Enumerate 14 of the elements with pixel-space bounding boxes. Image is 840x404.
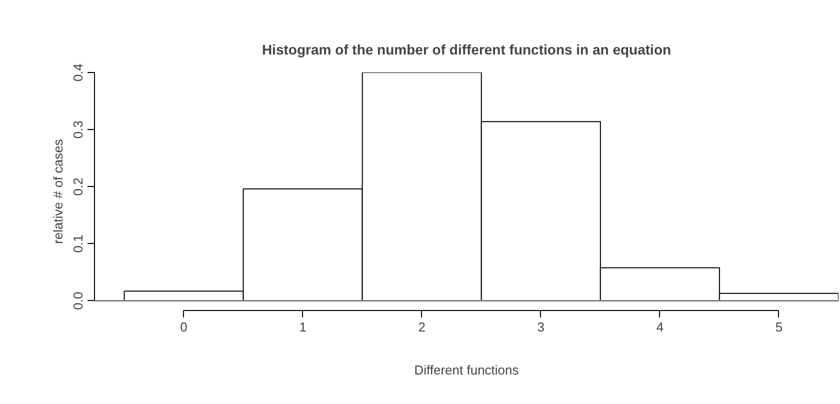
y-tick-label: 0.4: [70, 63, 86, 82]
x-tick-label: 1: [299, 320, 306, 334]
x-tick-label: 4: [656, 320, 664, 334]
y-tick-label: 0.3: [70, 120, 86, 139]
chart-title: Histogram of the number of different functions in an equation: [262, 42, 672, 58]
x-tick-label: 5: [775, 320, 783, 334]
x-axis-title: Different functions: [414, 362, 520, 378]
x-tick-label: 2: [418, 320, 426, 334]
y-axis-title: relative # of cases: [50, 138, 66, 244]
y-tick-label: 0.2: [70, 178, 86, 196]
x-tick-label: 0: [180, 320, 188, 334]
y-tick-label: 0.1: [70, 234, 86, 253]
x-tick-label: 3: [537, 320, 545, 334]
y-tick-label: 0.0: [70, 292, 86, 310]
